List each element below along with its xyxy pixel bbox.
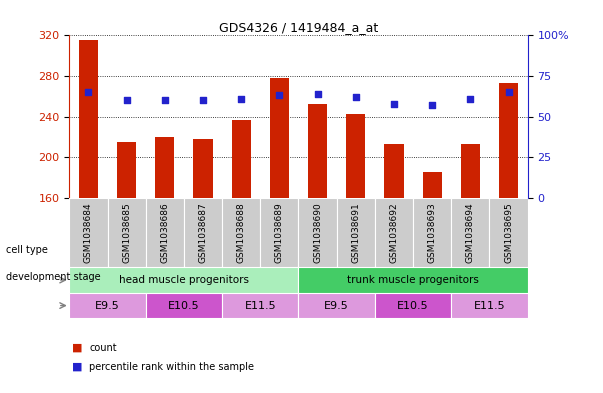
Text: count: count: [89, 343, 117, 353]
Bar: [155, 137, 174, 198]
Bar: [451, 198, 490, 267]
Point: [389, 101, 399, 107]
Text: GSM1038688: GSM1038688: [237, 203, 245, 263]
Bar: [298, 198, 336, 267]
Text: GSM1038692: GSM1038692: [390, 203, 399, 263]
Bar: [308, 105, 327, 198]
Point: [274, 92, 284, 99]
Bar: [461, 144, 480, 198]
Bar: [298, 293, 375, 318]
Text: trunk muscle progenitors: trunk muscle progenitors: [347, 275, 479, 285]
Bar: [423, 173, 441, 198]
Bar: [222, 293, 298, 318]
Bar: [375, 293, 451, 318]
Bar: [270, 78, 289, 198]
Text: GSM1038689: GSM1038689: [275, 203, 284, 263]
Text: GSM1038684: GSM1038684: [84, 203, 93, 263]
Text: E10.5: E10.5: [397, 301, 429, 310]
Title: GDS4326 / 1419484_a_at: GDS4326 / 1419484_a_at: [219, 21, 378, 34]
Text: percentile rank within the sample: percentile rank within the sample: [89, 362, 254, 372]
Point: [160, 97, 169, 103]
Bar: [146, 198, 184, 267]
Point: [313, 91, 323, 97]
Bar: [222, 198, 260, 267]
Bar: [451, 293, 528, 318]
Text: head muscle progenitors: head muscle progenitors: [119, 275, 249, 285]
Text: ■: ■: [72, 362, 83, 372]
Point: [351, 94, 361, 100]
Text: GSM1038693: GSM1038693: [428, 203, 437, 263]
Text: E10.5: E10.5: [168, 301, 200, 310]
Bar: [375, 198, 413, 267]
Text: E9.5: E9.5: [95, 301, 120, 310]
Bar: [413, 198, 451, 267]
Point: [504, 89, 513, 95]
Text: GSM1038686: GSM1038686: [160, 203, 169, 263]
Text: ■: ■: [72, 343, 83, 353]
Point: [428, 102, 437, 108]
Text: GSM1038685: GSM1038685: [122, 203, 131, 263]
Text: GSM1038694: GSM1038694: [466, 203, 475, 263]
Text: GSM1038691: GSM1038691: [352, 203, 360, 263]
Bar: [194, 139, 212, 198]
Text: development stage: development stage: [6, 272, 101, 282]
Point: [198, 97, 208, 103]
Bar: [107, 198, 146, 267]
Bar: [69, 198, 107, 267]
Bar: [499, 83, 518, 198]
Text: GSM1038687: GSM1038687: [198, 203, 207, 263]
Bar: [117, 142, 136, 198]
Text: GSM1038695: GSM1038695: [504, 203, 513, 263]
Bar: [184, 198, 222, 267]
Bar: [298, 267, 528, 293]
Bar: [146, 293, 222, 318]
Text: E11.5: E11.5: [473, 301, 505, 310]
Text: GSM1038690: GSM1038690: [313, 203, 322, 263]
Point: [122, 97, 131, 103]
Bar: [69, 267, 298, 293]
Bar: [260, 198, 298, 267]
Bar: [336, 198, 375, 267]
Bar: [79, 40, 98, 198]
Point: [84, 89, 93, 95]
Bar: [346, 114, 365, 198]
Bar: [385, 144, 403, 198]
Bar: [490, 198, 528, 267]
Point: [236, 95, 246, 102]
Bar: [232, 119, 251, 198]
Point: [466, 95, 475, 102]
Text: cell type: cell type: [6, 244, 48, 255]
Text: E9.5: E9.5: [324, 301, 349, 310]
Bar: [69, 293, 146, 318]
Text: E11.5: E11.5: [244, 301, 276, 310]
